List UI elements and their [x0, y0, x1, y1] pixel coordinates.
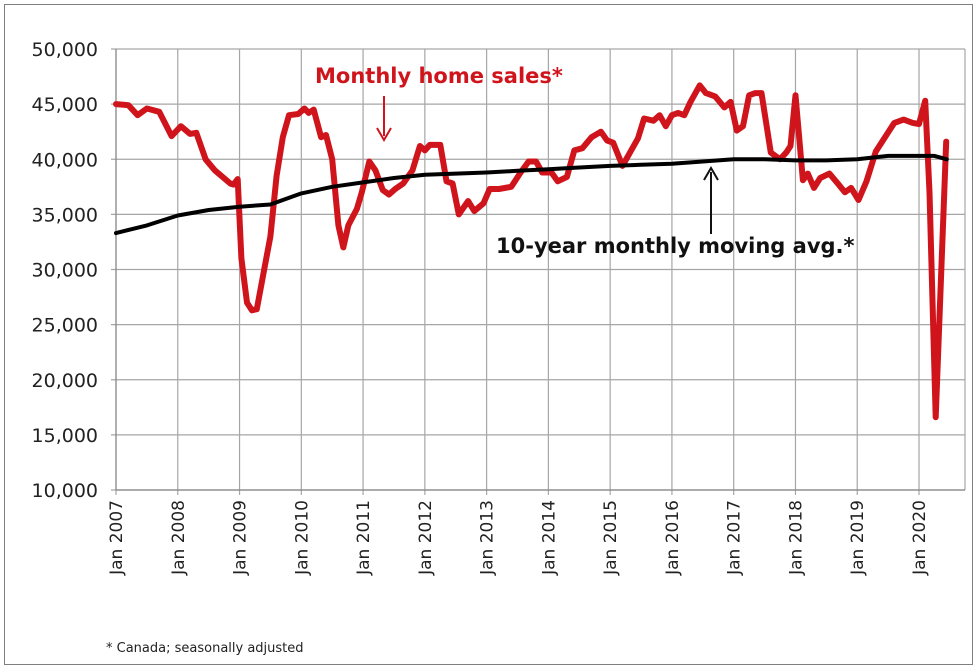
avg-annotation-arrow: [703, 166, 719, 234]
x-tick-label: Jan 2017: [725, 500, 745, 576]
monthly-sales-line: [113, 82, 950, 421]
chart-frame: [4, 4, 973, 665]
sales-annotation-label: Monthly home sales*: [315, 64, 563, 88]
x-axis-ticks: Jan 2007 Jan 2008 Jan 2009 Jan 2010 Jan 2011…: [107, 500, 930, 576]
footnote: * Canada; seasonally adjusted: [106, 641, 304, 656]
x-tick-label: Jan 2019: [848, 500, 868, 576]
x-tick-label: Jan 2016: [663, 500, 683, 576]
y-tick-label: 40,000: [32, 149, 98, 171]
y-tick-label: 10,000: [32, 480, 98, 502]
x-tick-label: Jan 2009: [231, 500, 251, 576]
y-tick-label: 25,000: [32, 315, 98, 337]
y-tick-label: 30,000: [32, 260, 98, 282]
avg-annotation-label: 10-year monthly moving avg.*: [496, 234, 855, 258]
x-tick-label: Jan 2020: [910, 500, 930, 576]
moving-average-line: [114, 153, 949, 236]
x-tick-label: Jan 2015: [601, 500, 621, 576]
x-tick-label: Jan 2013: [478, 500, 498, 576]
y-tick-label: 15,000: [32, 425, 98, 447]
x-tick-label: Jan 2012: [416, 500, 436, 576]
x-tick-label: Jan 2014: [539, 500, 559, 576]
x-tick-label: Jan 2018: [786, 500, 806, 576]
x-tick-label: Jan 2010: [292, 500, 312, 576]
grid: [111, 48, 966, 495]
y-tick-label: 20,000: [32, 370, 98, 392]
x-tick-label: Jan 2007: [107, 500, 127, 576]
x-tick-label: Jan 2011: [354, 500, 374, 576]
y-tick-label: 50,000: [32, 39, 98, 61]
series-lines: [113, 82, 950, 421]
sales-annotation-arrow: [376, 96, 392, 142]
y-tick-label: 35,000: [32, 204, 98, 226]
y-tick-label: 45,000: [32, 94, 98, 116]
x-tick-label: Jan 2008: [169, 500, 189, 576]
y-axis-ticks: 10,000 15,000 20,000 25,000 30,000 35,000 40,0…: [32, 39, 98, 502]
